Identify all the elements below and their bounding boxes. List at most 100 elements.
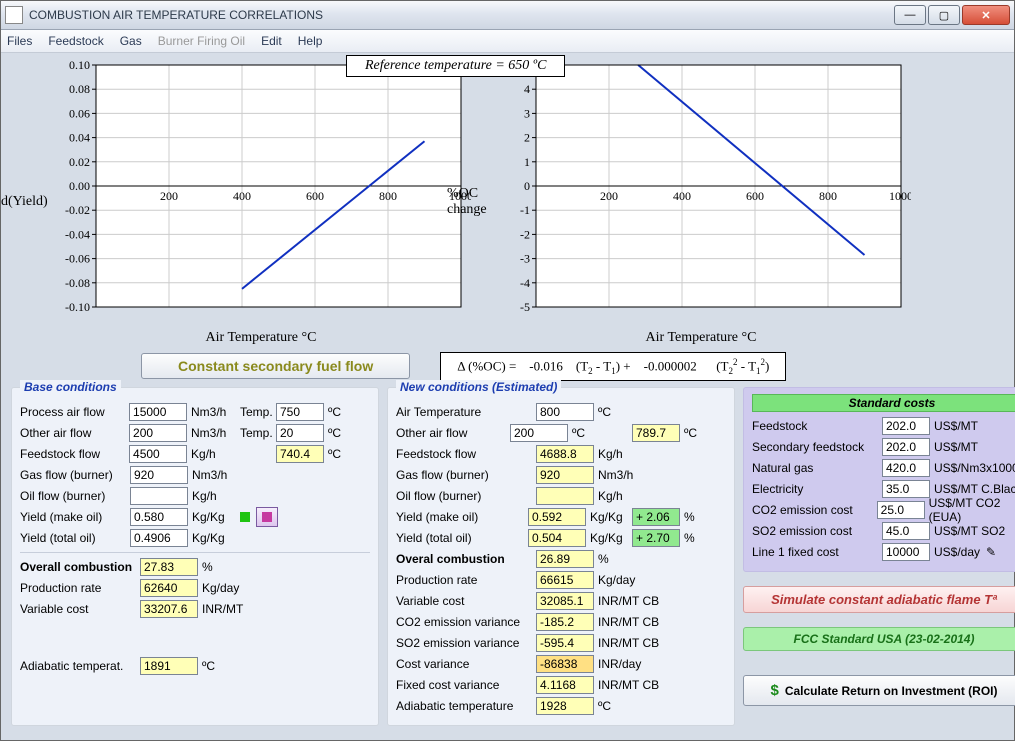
new-co2-variance — [536, 613, 594, 631]
new-so2-variance — [536, 634, 594, 652]
std-fixed-cost[interactable] — [882, 543, 930, 561]
new-other-temp — [632, 424, 680, 442]
new-gas-flow — [536, 466, 594, 484]
menu-burner[interactable]: Burner Firing Oil — [158, 34, 245, 48]
menubar: Files Feedstock Gas Burner Firing Oil Ed… — [1, 30, 1014, 53]
menu-feedstock[interactable]: Feedstock — [48, 34, 103, 48]
base-gas-flow[interactable] — [130, 466, 188, 484]
menu-help[interactable]: Help — [298, 34, 323, 48]
titlebar: COMBUSTION AIR TEMPERATURE CORRELATIONS … — [1, 1, 1014, 30]
base-process-air-flow[interactable] — [129, 403, 187, 421]
new-adiabatic-temp — [536, 697, 594, 715]
standard-costs-title: Standard costs — [752, 394, 1015, 412]
svg-text:-5: -5 — [520, 300, 530, 314]
base-yield-make[interactable] — [130, 508, 188, 526]
svg-text:0: 0 — [524, 179, 530, 193]
std-feedstock[interactable] — [882, 417, 930, 435]
svg-text:200: 200 — [160, 189, 178, 203]
svg-text:-0.08: -0.08 — [65, 276, 90, 290]
svg-text:400: 400 — [673, 189, 691, 203]
base-feedstock-flow[interactable] — [129, 445, 187, 463]
base-conditions-panel: Base conditions Process air flowNm3/hTem… — [11, 387, 379, 726]
chart1-x-title: Air Temperature °C — [51, 330, 471, 346]
base-temp2[interactable] — [276, 424, 324, 442]
status-indicator-icon — [240, 512, 250, 522]
new-cost-variance — [536, 655, 594, 673]
menu-files[interactable]: Files — [7, 34, 32, 48]
svg-text:-3: -3 — [520, 252, 530, 266]
svg-text:200: 200 — [600, 189, 618, 203]
svg-text:400: 400 — [233, 189, 251, 203]
new-yield-total — [528, 529, 586, 547]
simulate-adiabatic-button[interactable]: Simulate constant adiabatic flame Tª — [743, 586, 1015, 613]
base-overall-combustion — [140, 558, 198, 576]
new-conditions-panel: New conditions (Estimated) Air Temperatu… — [387, 387, 735, 726]
menu-gas[interactable]: Gas — [120, 34, 142, 48]
chart1-y-title: d(Yield) — [1, 194, 48, 210]
new-overall-combustion — [536, 550, 594, 568]
svg-text:0.06: 0.06 — [69, 106, 90, 120]
new-air-temp[interactable] — [536, 403, 594, 421]
svg-text:-0.06: -0.06 — [65, 252, 90, 266]
new-legend: New conditions (Estimated) — [396, 380, 561, 394]
std-so2-cost[interactable] — [882, 522, 930, 540]
std-electricity[interactable] — [882, 480, 930, 498]
app-window: COMBUSTION AIR TEMPERATURE CORRELATIONS … — [0, 0, 1015, 741]
svg-text:800: 800 — [819, 189, 837, 203]
calculate-roi-button[interactable]: $Calculate Return on Investment (ROI) — [743, 675, 1015, 706]
base-temp1[interactable] — [276, 403, 324, 421]
base-feedstock-temp[interactable] — [276, 445, 324, 463]
edit-icon[interactable]: ✎ — [986, 545, 996, 559]
save-icon-button[interactable] — [256, 507, 278, 527]
svg-text:600: 600 — [306, 189, 324, 203]
std-secondary-feedstock[interactable] — [882, 438, 930, 456]
right-column: Standard costs FeedstockUS$/MT Secondary… — [743, 387, 1015, 726]
svg-text:-1: -1 — [520, 203, 530, 217]
svg-text:1: 1 — [524, 155, 530, 169]
svg-text:0.02: 0.02 — [69, 155, 90, 169]
base-variable-cost — [140, 600, 198, 618]
base-oil-flow[interactable] — [130, 487, 188, 505]
new-oil-flow — [536, 487, 594, 505]
svg-text:600: 600 — [746, 189, 764, 203]
new-feedstock-flow — [536, 445, 594, 463]
window-title: COMBUSTION AIR TEMPERATURE CORRELATIONS — [29, 8, 894, 22]
svg-text:0.10: 0.10 — [69, 58, 90, 72]
standard-costs-panel: Standard costs FeedstockUS$/MT Secondary… — [743, 387, 1015, 572]
chart-dyield: d(Yield) -0.10-0.08-0.06-0.04-0.020.000.… — [51, 57, 471, 346]
menu-edit[interactable]: Edit — [261, 34, 282, 48]
svg-text:800: 800 — [379, 189, 397, 203]
std-natural-gas[interactable] — [882, 459, 930, 477]
base-other-air-flow[interactable] — [129, 424, 187, 442]
svg-text:-2: -2 — [520, 227, 530, 241]
chart2-x-title: Air Temperature °C — [491, 330, 911, 346]
new-production-rate — [536, 571, 594, 589]
svg-text:1000: 1000 — [889, 189, 911, 203]
base-legend: Base conditions — [20, 380, 121, 394]
close-button[interactable]: ✕ — [962, 5, 1010, 25]
maximize-button[interactable]: ▢ — [928, 5, 960, 25]
minimize-button[interactable]: — — [894, 5, 926, 25]
new-yield-make — [528, 508, 586, 526]
new-variable-cost — [536, 592, 594, 610]
base-yield-total[interactable] — [130, 529, 188, 547]
new-yield-total-delta — [632, 529, 680, 547]
svg-text:-0.10: -0.10 — [65, 300, 90, 314]
chart-oc-change: %OC change -5-4-3-2-10123452004006008001… — [491, 57, 911, 346]
new-other-air[interactable] — [510, 424, 568, 442]
svg-text:0.04: 0.04 — [69, 131, 90, 145]
fcc-standard-button[interactable]: FCC Standard USA (23-02-2014) — [743, 627, 1015, 651]
svg-text:-0.04: -0.04 — [65, 227, 90, 241]
std-co2-cost[interactable] — [877, 501, 925, 519]
new-fixed-cost-variance — [536, 676, 594, 694]
equation-box: Δ (%OC) = -0.016 (T2 - T1) + -0.000002 (… — [440, 352, 786, 381]
constant-fuel-flow-button[interactable]: Constant secondary fuel flow — [141, 353, 410, 379]
chart1-svg: -0.10 -0.08 -0.06 -0.04 -0.02 0.00 0.02 0.04 0.0… — [51, 57, 471, 327]
svg-text:0.08: 0.08 — [69, 82, 90, 96]
svg-text:-4: -4 — [520, 276, 530, 290]
chart2-svg: -5-4-3-2-10123452004006008001000 — [491, 57, 911, 327]
svg-text:-0.02: -0.02 — [65, 203, 90, 217]
svg-text:0.00: 0.00 — [69, 179, 90, 193]
base-adiabatic-temp — [140, 657, 198, 675]
reference-temperature-box: Reference temperature = 650 ºC — [346, 55, 565, 77]
